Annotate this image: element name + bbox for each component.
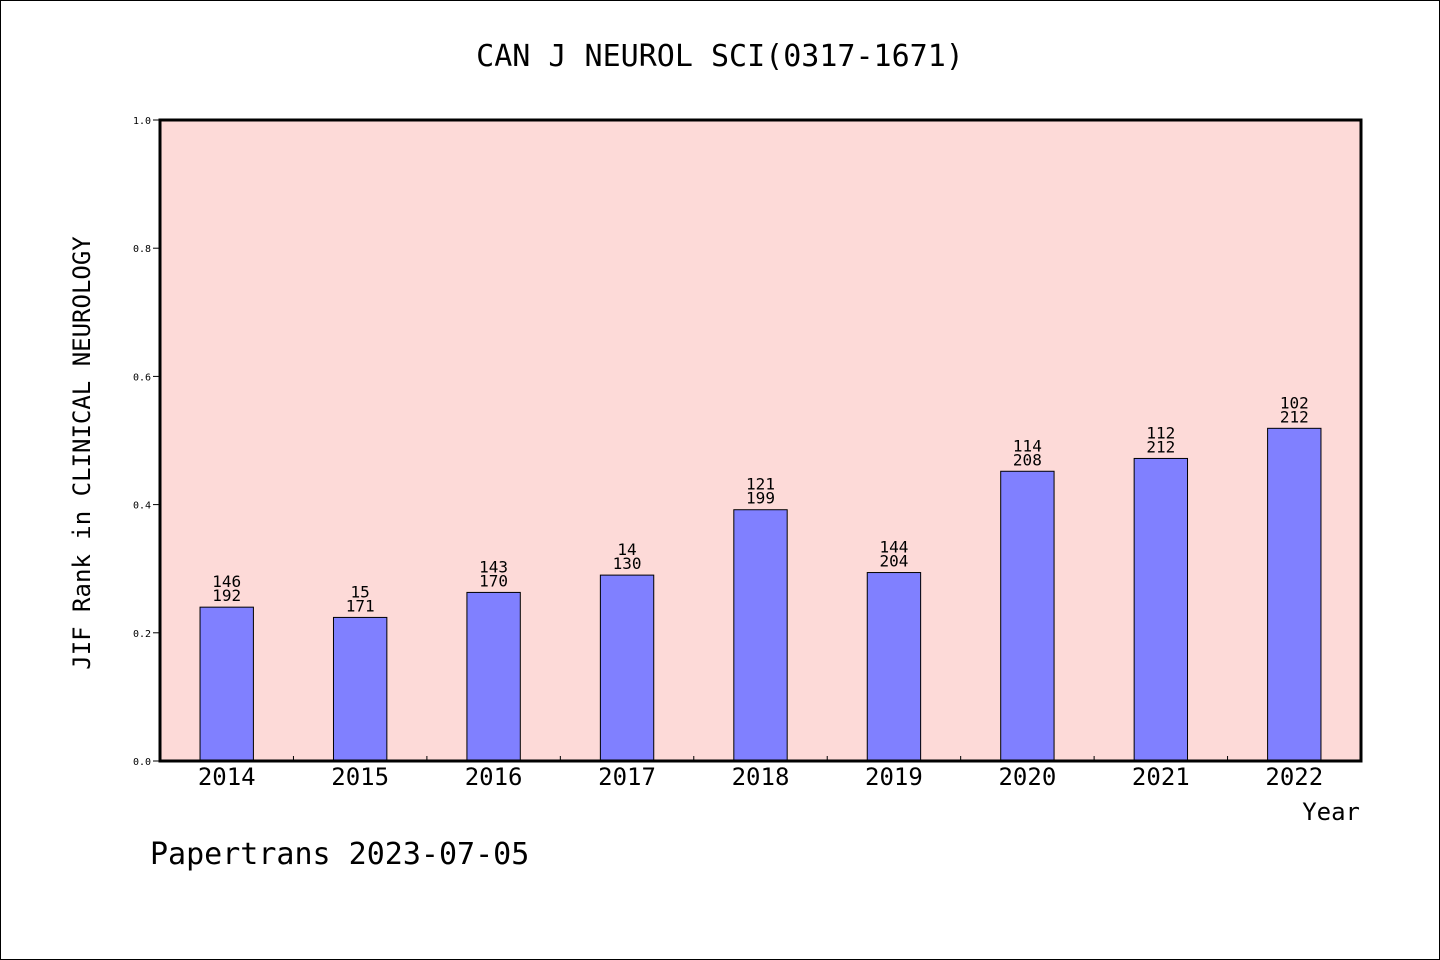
y-axis-label: JIF Rank in CLINICAL NEUROLOGY — [68, 236, 96, 670]
bar-2020 — [1000, 470, 1055, 762]
bar-2021 — [1133, 457, 1189, 762]
x-tick-label-2014: 2014 — [198, 763, 256, 791]
bar-label-top-2015: 15 — [351, 582, 370, 601]
y-tick-label-1.0: 1.0 — [133, 116, 151, 127]
y-tick-label-0.8: 0.8 — [133, 244, 151, 255]
bar-label-bottom-2016: 170 — [479, 571, 508, 590]
bar-label-top-2014: 146 — [212, 572, 241, 591]
y-tick-label-0.0: 0.0 — [133, 757, 151, 768]
x-tick-label-2021: 2021 — [1132, 763, 1190, 791]
bar-label-bottom-2015: 171 — [346, 596, 375, 615]
bar-2019 — [866, 572, 922, 762]
plot-border — [158, 118, 1363, 763]
bar-label-bottom-2021: 212 — [1146, 437, 1175, 456]
bar-label-bottom-2020: 208 — [1013, 450, 1042, 469]
bar-label-bottom-2014: 192 — [212, 586, 241, 605]
bar-label-top-2016: 143 — [479, 557, 508, 576]
x-tick-label-2017: 2017 — [598, 763, 656, 791]
bar-label-bottom-2017: 130 — [613, 554, 642, 573]
bar-label-bottom-2019: 204 — [879, 552, 908, 571]
bar-label-top-2017: 14 — [617, 540, 636, 559]
y-tick-label-0.6: 0.6 — [133, 372, 151, 383]
bar-2015 — [332, 616, 388, 762]
footer-text: Papertrans 2023-07-05 — [150, 837, 529, 872]
bar-label-top-2018: 121 — [746, 475, 775, 494]
bar-2016 — [466, 591, 521, 762]
chart-title: CAN J NEUROL SCI(0317-1671) — [476, 39, 964, 74]
bar-label-top-2022: 102 — [1280, 393, 1309, 412]
bar-label-bottom-2022: 212 — [1280, 407, 1309, 426]
x-tick-label-2020: 2020 — [998, 763, 1056, 791]
y-tick-label-0.2: 0.2 — [133, 629, 151, 640]
x-tick-label-2018: 2018 — [732, 763, 790, 791]
bar-label-top-2021: 112 — [1146, 423, 1175, 442]
bar-2022 — [1267, 427, 1322, 762]
bar-2018 — [733, 509, 788, 762]
bar-label-bottom-2018: 199 — [746, 489, 775, 508]
bar-2014 — [199, 606, 254, 762]
x-axis-label: Year — [1302, 798, 1360, 826]
x-tick-label-2015: 2015 — [331, 763, 389, 791]
bar-label-top-2020: 114 — [1013, 436, 1042, 455]
bar-label-top-2019: 144 — [879, 538, 908, 557]
y-tick-label-0.4: 0.4 — [133, 501, 151, 512]
bar-2017 — [599, 574, 655, 762]
x-tick-label-2022: 2022 — [1265, 763, 1323, 791]
x-tick-label-2019: 2019 — [865, 763, 923, 791]
x-tick-label-2016: 2016 — [465, 763, 523, 791]
